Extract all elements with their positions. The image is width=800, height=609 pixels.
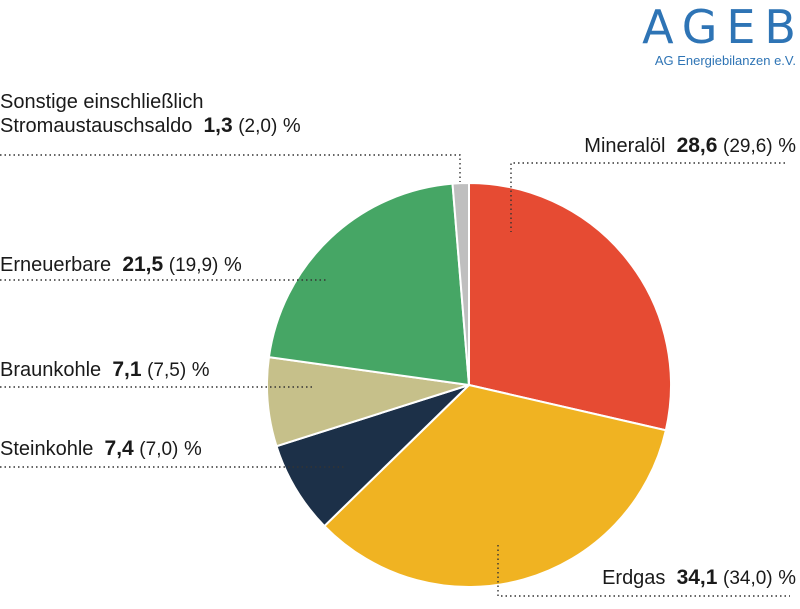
label-braunkohle-unit: % [191,359,210,381]
pie-slice-erdgas [322,383,668,588]
leader-mineraloel [510,162,785,232]
label-steinkohle: Steinkohle 7,4 (7,0) % [0,437,202,462]
label-erneuerbare-name: Erneuerbare [0,254,112,276]
label-erdgas-unit: % [778,567,796,589]
label-erdgas-name: Erdgas [602,567,666,589]
label-steinkohle-unit: % [183,438,202,460]
label-sonstige-prev: (2,0) [238,116,278,137]
label-sonstige-line1: Sonstige einschließlich [0,91,204,113]
label-steinkohle-value: 7,4 [104,437,134,460]
label-mineraloel-prev: (29,6) [723,136,773,157]
leader-lines [0,154,790,597]
label-steinkohle-name: Steinkohle [0,438,94,460]
label-erdgas-value: 34,1 [676,566,718,589]
label-braunkohle-value: 7,1 [112,358,142,381]
label-mineraloel-value: 28,6 [676,134,718,157]
label-mineraloel-unit: % [778,135,796,157]
label-sonstige-name: Stromaustauschsaldo [0,115,193,137]
leader-erdgas [497,545,790,597]
label-mineraloel-name: Mineralöl [584,135,666,157]
label-mineraloel: Mineralöl 28,6 (29,6) % [584,134,796,159]
pie-slices [266,181,672,588]
leader-sonstige [0,154,461,182]
label-erneuerbare: Erneuerbare 21,5 (19,9) % [0,253,242,278]
label-braunkohle-prev: (7,5) [147,360,187,381]
label-sonstige-value: 1,3 [203,114,233,137]
label-erdgas: Erdgas 34,1 (34,0) % [602,566,796,591]
ageb-logo: AGEB AG Energiebilanzen e.V. [642,2,796,68]
label-steinkohle-prev: (7,0) [139,439,179,460]
pie-slice-erneuerbare [267,182,471,387]
label-erneuerbare-prev: (19,9) [168,255,219,276]
label-braunkohle: Braunkohle 7,1 (7,5) % [0,358,210,383]
label-braunkohle-name: Braunkohle [0,359,102,381]
label-erneuerbare-value: 21,5 [122,253,164,276]
logo-mark: AGEB [642,0,800,54]
label-erdgas-prev: (34,0) [723,568,773,589]
pie-slice-mineralöl [468,181,672,432]
logo-subtitle: AG Energiebilanzen e.V. [654,53,796,68]
label-sonstige-unit: % [282,115,301,137]
pie-slice-stromaustauschsaldo [451,181,470,386]
label-sonstige: Sonstige einschließlich Stromaustauschsa… [0,90,301,139]
label-erneuerbare-unit: % [223,254,242,276]
